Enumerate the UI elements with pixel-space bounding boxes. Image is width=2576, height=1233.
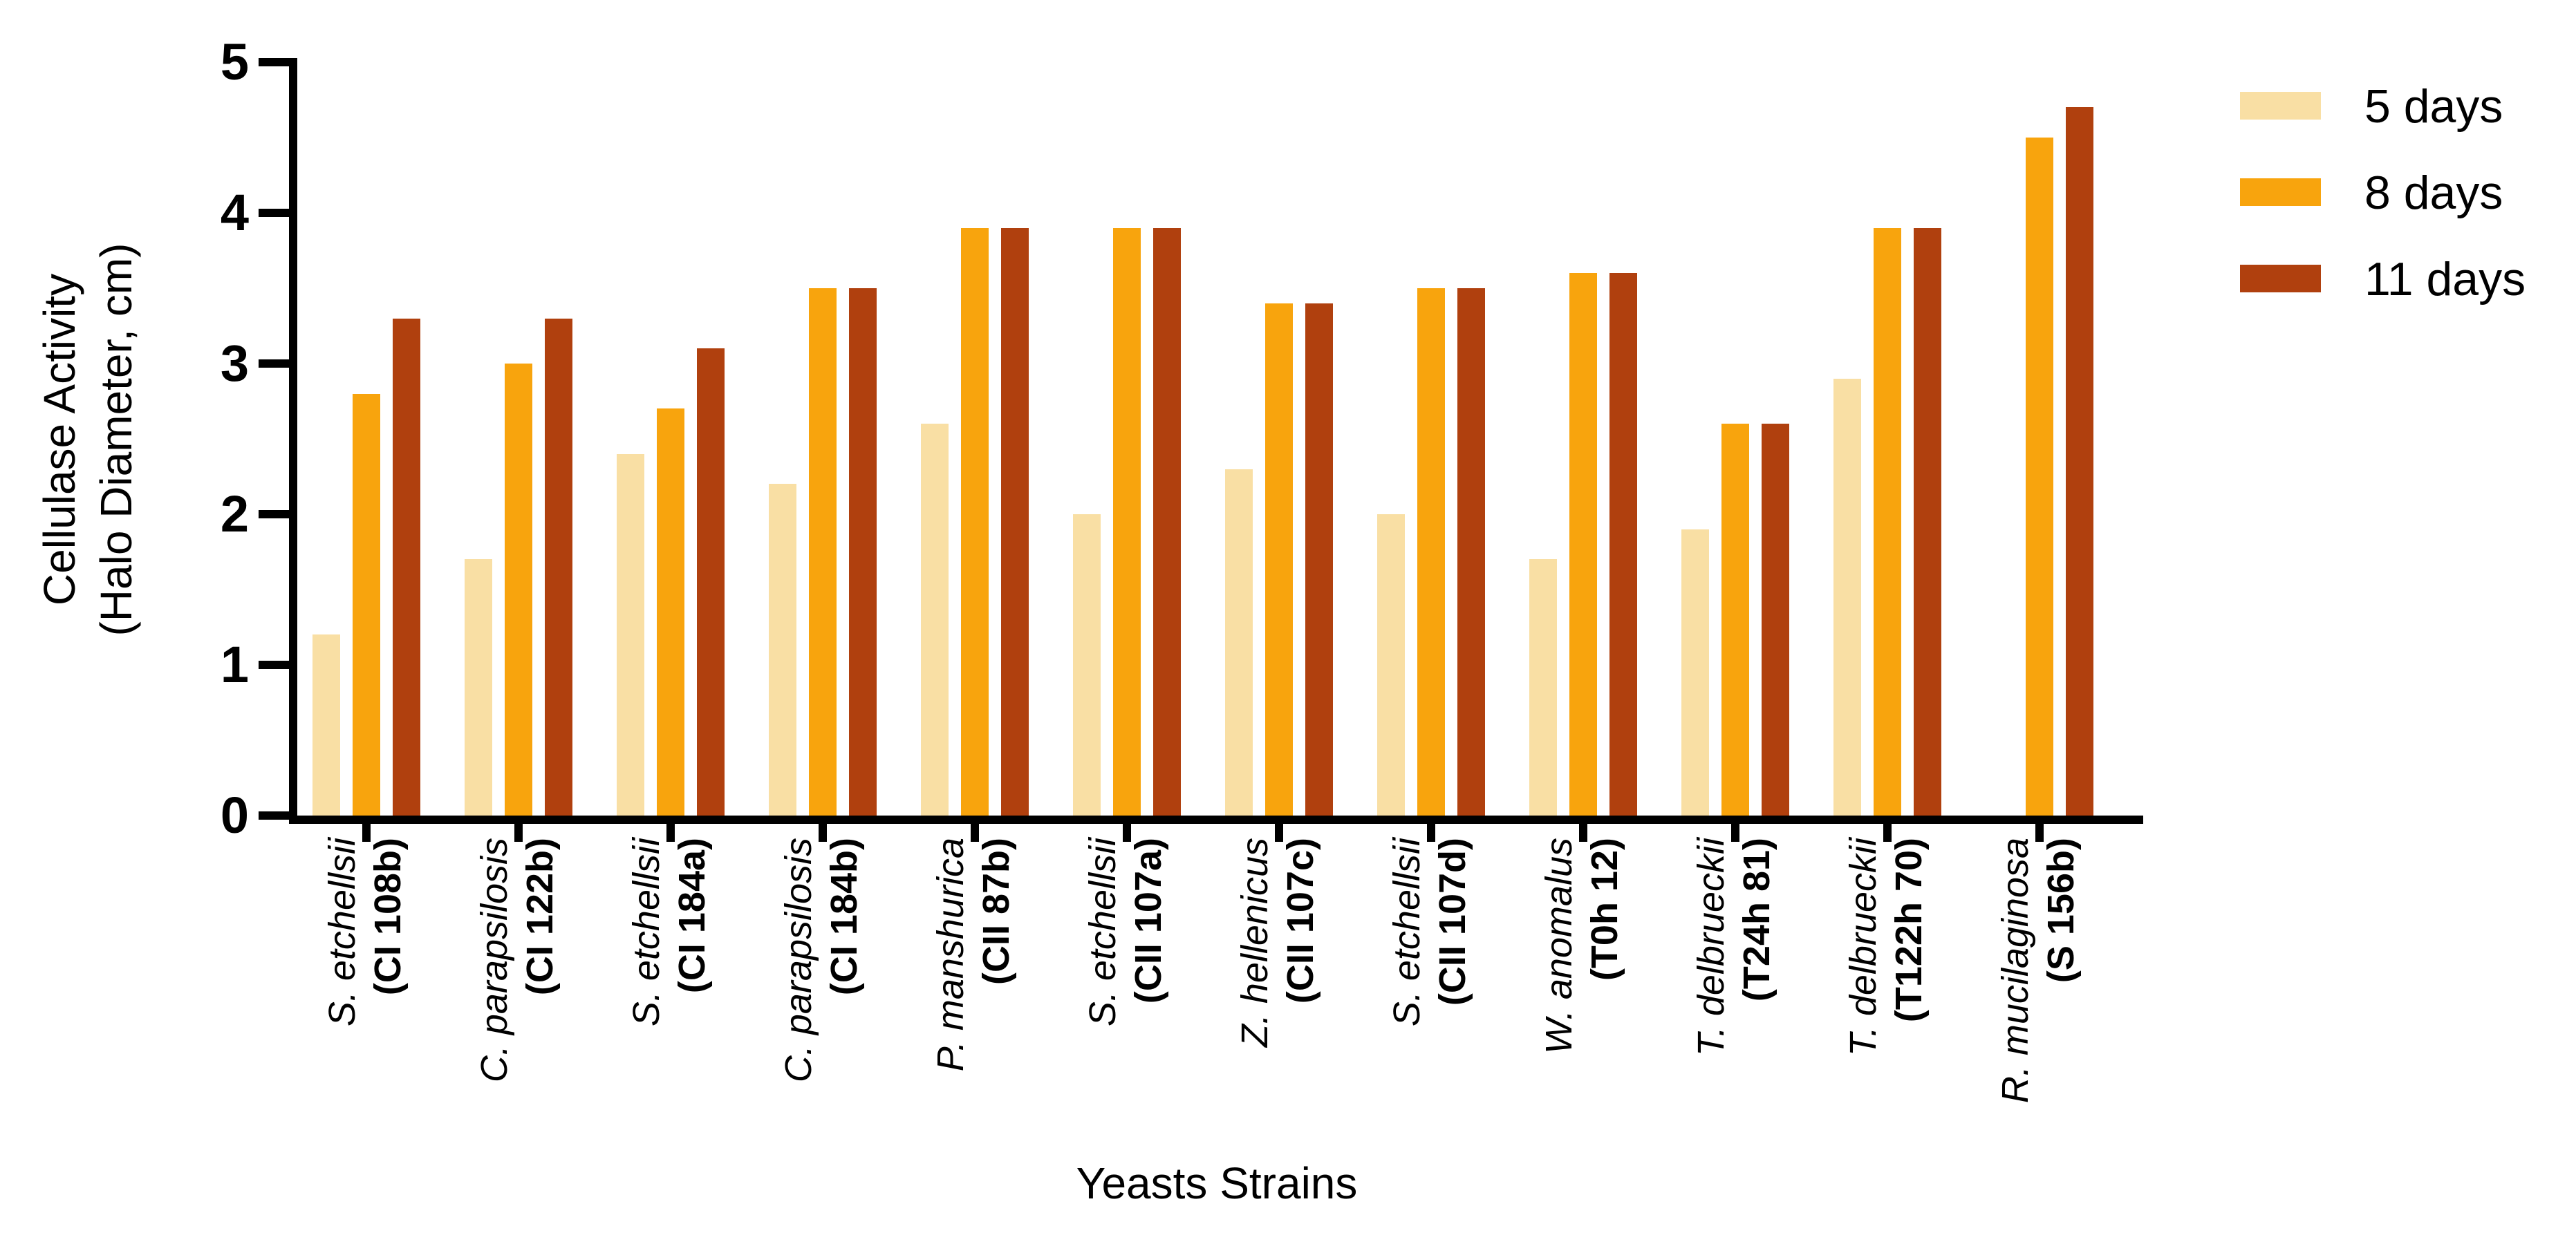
bar-8-days-5 bbox=[961, 228, 989, 816]
category-species: S. etchellsii bbox=[626, 838, 667, 1027]
x-axis-title: Yeasts Strains bbox=[1076, 1158, 1358, 1208]
y-tick-label: 2 bbox=[220, 485, 249, 543]
bar-11-days-9 bbox=[1609, 273, 1637, 816]
bar-5-days-7 bbox=[1225, 469, 1253, 816]
bar-11-days-5 bbox=[1001, 228, 1029, 816]
x-tick bbox=[1579, 824, 1587, 842]
x-tick bbox=[1123, 824, 1131, 842]
y-tick bbox=[259, 510, 289, 518]
category-label: T. delbrueckii (T122h 70) bbox=[1840, 838, 1934, 1225]
bar-8-days-9 bbox=[1569, 273, 1597, 816]
legend-swatch-11-days bbox=[2240, 265, 2321, 292]
bar-11-days-4 bbox=[849, 288, 877, 816]
legend-swatch-8-days bbox=[2240, 178, 2321, 206]
bar-11-days-3 bbox=[697, 348, 725, 816]
category-label: C. parapsilosis (CI 122b) bbox=[472, 838, 566, 1225]
y-tick-label: 0 bbox=[220, 787, 249, 844]
bar-5-days-10 bbox=[1681, 529, 1709, 816]
bar-8-days-1 bbox=[353, 394, 380, 816]
bar-11-days-6 bbox=[1153, 228, 1181, 816]
y-tick bbox=[259, 209, 289, 217]
y-axis-title-line2: (Halo Diameter, cm) bbox=[91, 243, 141, 637]
bar-11-days-2 bbox=[545, 319, 572, 816]
x-tick bbox=[514, 824, 523, 842]
category-label: T. delbrueckii (T24h 81) bbox=[1688, 838, 1782, 1225]
category-species: C. parapsilosis bbox=[778, 838, 819, 1083]
category-label: R. mucilaginosa (S 156b) bbox=[1992, 838, 2087, 1225]
y-tick bbox=[259, 661, 289, 669]
bar-5-days-8 bbox=[1377, 514, 1405, 816]
y-axis-title-line1: Cellulase Activity bbox=[35, 273, 84, 606]
category-strain-code: (S 156b) bbox=[2040, 838, 2082, 983]
bar-8-days-6 bbox=[1113, 228, 1141, 816]
y-tick-label: 3 bbox=[220, 335, 249, 392]
category-strain-code: (CI 184a) bbox=[671, 838, 713, 994]
y-tick bbox=[259, 58, 289, 66]
category-strain-code: (T0h 12) bbox=[1584, 838, 1625, 981]
bar-5-days-2 bbox=[465, 559, 492, 816]
bar-11-days-7 bbox=[1305, 303, 1333, 816]
bar-5-days-9 bbox=[1529, 559, 1557, 816]
bar-11-days-8 bbox=[1457, 288, 1485, 816]
y-tick bbox=[259, 359, 289, 368]
category-species: S. etchellsii bbox=[321, 838, 363, 1027]
category-species: T. delbrueckii bbox=[1690, 838, 1732, 1057]
x-tick bbox=[1275, 824, 1283, 842]
category-label: S. etchellsii (CI 108b) bbox=[319, 838, 413, 1225]
bar-8-days-11 bbox=[1874, 228, 1901, 816]
category-species: C. parapsilosis bbox=[474, 838, 515, 1083]
y-axis-line bbox=[289, 58, 297, 824]
bar-11-days-11 bbox=[1914, 228, 1941, 816]
legend-label: 8 days bbox=[2364, 167, 2503, 219]
category-strain-code: (T24h 81) bbox=[1736, 838, 1777, 1002]
y-tick-label: 1 bbox=[220, 636, 249, 693]
x-tick bbox=[362, 824, 371, 842]
bar-5-days-6 bbox=[1073, 514, 1101, 816]
bar-11-days-10 bbox=[1762, 424, 1789, 816]
x-tick bbox=[1731, 824, 1739, 842]
legend-label: 11 days bbox=[2364, 253, 2526, 305]
x-tick bbox=[819, 824, 827, 842]
x-tick bbox=[666, 824, 675, 842]
bar-8-days-12 bbox=[2026, 138, 2053, 816]
bar-5-days-11 bbox=[1833, 379, 1861, 816]
category-strain-code: (CI 184b) bbox=[823, 838, 865, 996]
x-axis-line bbox=[289, 816, 2143, 824]
legend-swatch-5-days bbox=[2240, 92, 2321, 120]
category-species: T. delbrueckii bbox=[1842, 838, 1884, 1057]
y-tick bbox=[259, 811, 289, 820]
bar-8-days-10 bbox=[1721, 424, 1749, 816]
bar-8-days-7 bbox=[1265, 303, 1293, 816]
x-tick bbox=[1427, 824, 1435, 842]
bar-8-days-4 bbox=[809, 288, 837, 816]
category-strain-code: (CI 122b) bbox=[519, 838, 561, 996]
x-tick bbox=[1883, 824, 1892, 842]
y-axis-title: Cellulase Activity (Halo Diameter, cm) bbox=[31, 0, 149, 889]
bar-5-days-1 bbox=[312, 634, 340, 816]
bar-8-days-2 bbox=[505, 364, 532, 816]
bar-11-days-1 bbox=[393, 319, 420, 816]
bar-5-days-4 bbox=[769, 484, 796, 816]
bar-11-days-12 bbox=[2066, 107, 2093, 816]
bar-8-days-3 bbox=[657, 408, 684, 816]
bar-5-days-3 bbox=[617, 454, 644, 816]
y-tick-label: 4 bbox=[220, 184, 249, 241]
legend-label: 5 days bbox=[2364, 80, 2503, 133]
x-tick bbox=[971, 824, 979, 842]
category-strain-code: (T122h 70) bbox=[1888, 838, 1930, 1023]
bar-8-days-8 bbox=[1417, 288, 1445, 816]
category-strain-code: (CI 108b) bbox=[367, 838, 409, 996]
bar-5-days-5 bbox=[921, 424, 949, 816]
x-tick bbox=[2035, 824, 2044, 842]
category-label: S. etchellsii (CI 184a) bbox=[624, 838, 718, 1225]
category-label: C. parapsilosis (CI 184b) bbox=[776, 838, 870, 1225]
y-tick-label: 5 bbox=[220, 33, 249, 91]
category-species: R. mucilaginosa bbox=[1995, 838, 2036, 1104]
